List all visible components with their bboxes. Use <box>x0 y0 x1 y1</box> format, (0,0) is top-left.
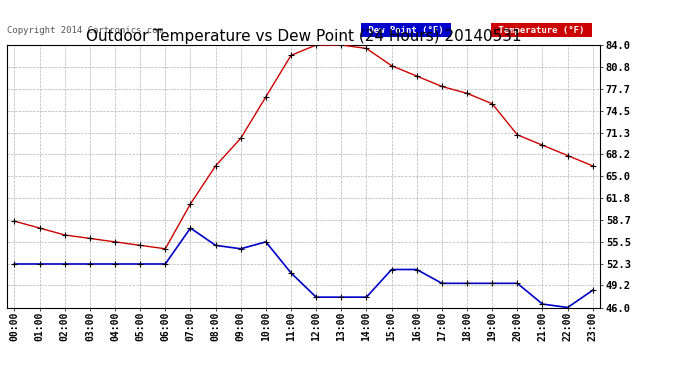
Text: Copyright 2014 Cartronics.com: Copyright 2014 Cartronics.com <box>7 26 163 34</box>
Text: Temperature (°F): Temperature (°F) <box>493 26 590 34</box>
Title: Outdoor Temperature vs Dew Point (24 Hours) 20140531: Outdoor Temperature vs Dew Point (24 Hou… <box>86 29 522 44</box>
Text: Dew Point (°F): Dew Point (°F) <box>363 26 449 34</box>
